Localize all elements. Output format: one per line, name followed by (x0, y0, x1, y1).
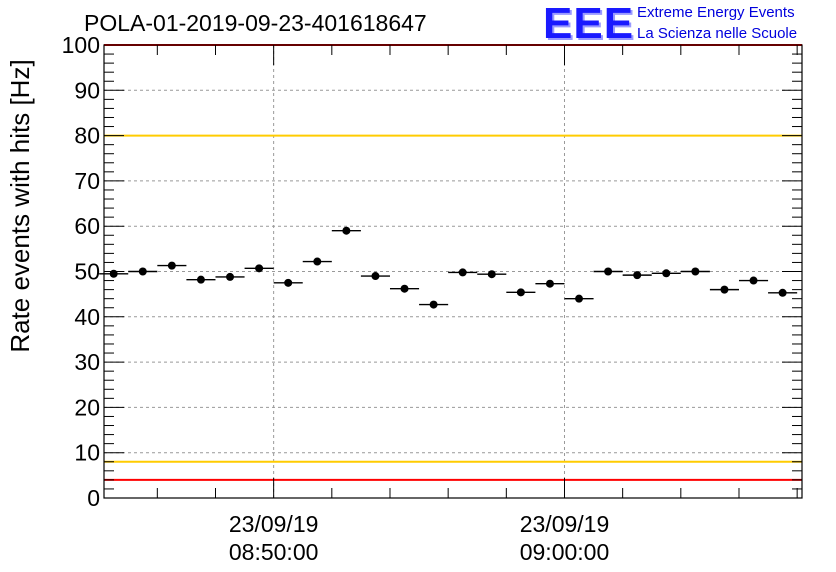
data-point (662, 269, 671, 278)
logo-text-line-2: La Scienza nelle Scuole (637, 25, 798, 42)
data-point (633, 271, 642, 280)
data-point (778, 288, 787, 297)
y-tick-label: 40 (74, 304, 100, 330)
data-point (226, 272, 235, 281)
y-tick-label: 60 (74, 213, 100, 239)
data-point (109, 269, 118, 278)
x-tick-label-time: 09:00:00 (520, 539, 610, 565)
data-point (371, 272, 380, 281)
plot-frame (103, 44, 803, 499)
y-tick-labels: 0 10 20 30 40 50 60 70 80 90 100 (62, 32, 100, 511)
data-point (342, 226, 351, 235)
y-tick-label: 80 (74, 123, 100, 149)
data-points (99, 226, 798, 309)
data-point (284, 278, 293, 287)
data-point (691, 267, 700, 276)
y-tick-label: 20 (74, 394, 100, 420)
y-tick-label: 30 (74, 349, 100, 375)
x-tick-label-date: 23/09/19 (229, 511, 319, 537)
data-point (545, 279, 554, 288)
y-axis-label: Rate events with hits [Hz] (5, 59, 35, 352)
reference-lines (104, 44, 802, 481)
logo-text-line-1: Extreme Energy Events (637, 4, 795, 21)
data-point (575, 294, 584, 303)
data-point (458, 268, 467, 277)
data-point (487, 270, 496, 279)
data-point (429, 300, 438, 309)
y-tick-label: 90 (74, 77, 100, 103)
data-point (196, 275, 205, 284)
y-tick-label: 10 (74, 440, 100, 466)
data-point (255, 264, 264, 273)
y-tick-label: 70 (74, 168, 100, 194)
data-point (313, 257, 322, 266)
x-tick-label-date: 23/09/19 (520, 511, 610, 537)
data-point (400, 284, 409, 293)
data-point (516, 288, 525, 297)
data-point (167, 261, 176, 270)
y-tick-label: 100 (62, 32, 100, 58)
x-tick-label-time: 08:50:00 (229, 539, 319, 565)
data-point (720, 285, 729, 294)
data-point (138, 267, 147, 276)
y-tick-label: 0 (87, 485, 100, 511)
eee-logo: EEE (543, 0, 635, 48)
data-point (604, 267, 613, 276)
y-tick-label: 50 (74, 259, 100, 285)
chart-title: POLA-01-2019-09-23-401618647 (84, 10, 427, 36)
data-point (749, 276, 758, 285)
